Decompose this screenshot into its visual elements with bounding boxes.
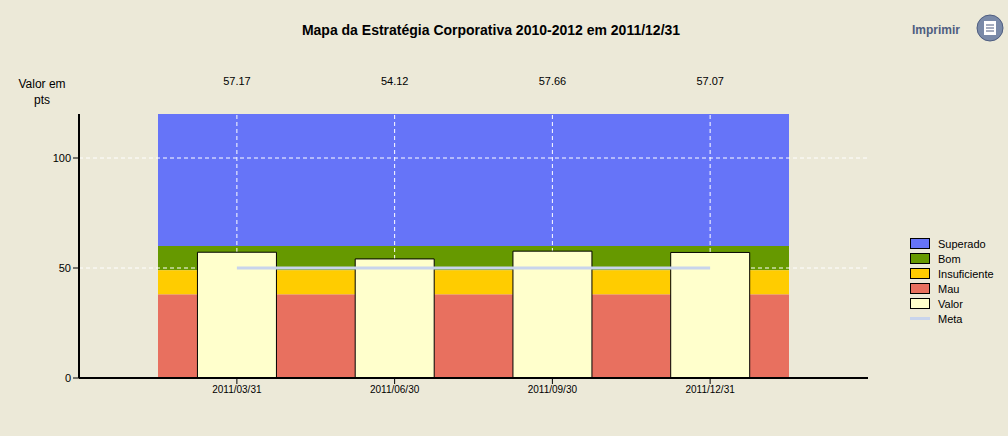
svg-text:0: 0 (65, 372, 71, 384)
svg-text:50: 50 (59, 262, 71, 274)
html-text:Bom: Bom (938, 252, 961, 265)
svg-text:2011/12/31: 2011/12/31 (685, 384, 735, 395)
html-text:Mau: Mau (938, 282, 960, 295)
svg-text:2011/09/30: 2011/09/30 (528, 384, 578, 395)
html-text:Valor: Valor (938, 297, 963, 310)
svg-text:54.12: 54.12 (381, 75, 409, 87)
svg-text:57.17: 57.17 (223, 75, 251, 87)
svg-text:100: 100 (53, 152, 71, 164)
svg-text:2011/03/31: 2011/03/31 (212, 384, 262, 395)
html-text:Valor em pts: Valor em pts (18, 77, 66, 107)
svg-text:2011/06/30: 2011/06/30 (370, 384, 420, 395)
html-text:Imprimir: Imprimir (912, 23, 960, 37)
svg-text:57.66: 57.66 (539, 75, 567, 87)
html-text:Meta: Meta (938, 312, 963, 325)
html-text:Superado: Superado (938, 237, 986, 250)
html-text:Mapa da Estratégia Corporativa: Mapa da Estratégia Corporativa 2010-2012… (301, 22, 681, 38)
svg-text:57.07: 57.07 (696, 75, 724, 87)
html-text:Insuficiente: Insuficiente (938, 267, 994, 280)
